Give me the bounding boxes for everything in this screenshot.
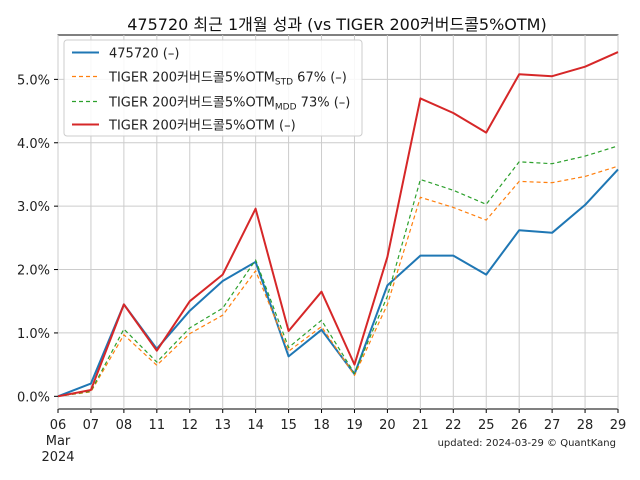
x-tick-label: 12 xyxy=(181,418,198,433)
legend-label-std-sub: STD xyxy=(275,78,293,88)
legend-label-std: TIGER 200커버드콜5%OTMSTD 67% (–) xyxy=(108,71,347,88)
legend-label-tiger: TIGER 200커버드콜5%OTM (–) xyxy=(108,119,296,134)
x-tick-label: 07 xyxy=(83,418,100,433)
x-tick-label: 25 xyxy=(478,418,495,433)
x-tick-label: 11 xyxy=(149,418,166,433)
x-tick-label: 06 xyxy=(50,418,67,433)
x-tick-label: 08 xyxy=(116,418,133,433)
x-tick-label: 18 xyxy=(313,418,330,433)
updated-footer: updated: 2024-03-29 © QuantKang xyxy=(438,438,616,449)
legend-label-475720: 475720 (–) xyxy=(109,47,179,62)
x-tick-label: 22 xyxy=(445,418,462,433)
x-tick-label: 27 xyxy=(544,418,561,433)
x-tick-label: 21 xyxy=(412,418,429,433)
y-tick-label: 2.0% xyxy=(17,264,50,279)
legend-label-std-main: TIGER 200커버드콜5%OTM xyxy=(108,71,275,86)
legend-label-mdd-tail: 73% (–) xyxy=(297,96,351,111)
legend-label-mdd-sub: MDD xyxy=(275,103,297,113)
series-mdd-line xyxy=(57,145,619,397)
x-tick-label: 28 xyxy=(577,418,594,433)
x-tick-label: 15 xyxy=(280,418,297,433)
y-tick-label: 4.0% xyxy=(17,137,50,152)
series-std-line xyxy=(57,165,619,397)
x-tick-label: 14 xyxy=(247,418,264,433)
x-tick-label: 19 xyxy=(346,418,363,433)
y-tick-label: 5.0% xyxy=(17,73,50,88)
legend-label-std-tail: 67% (–) xyxy=(293,71,347,86)
legend-label-mdd-main: TIGER 200커버드콜5%OTM xyxy=(108,96,275,111)
x-axis: 06 07 08 11 12 13 14 15 18 19 20 21 22 25 26 27 28 29 xyxy=(50,409,627,433)
legend: 475720 (–) TIGER 200커버드콜5%OTMSTD 67% (–)… xyxy=(63,39,363,137)
series-lines xyxy=(57,51,619,398)
series-tiger-line xyxy=(57,51,619,398)
x-tick-label: 29 xyxy=(610,418,627,433)
legend-label-mdd: TIGER 200커버드콜5%OTMMDD 73% (–) xyxy=(108,96,350,113)
x-axis-year-label: 2024 xyxy=(41,450,74,465)
y-tick-label: 0.0% xyxy=(17,390,50,405)
chart-title: 475720 최근 1개월 성과 (vs TIGER 200커버드콜5%OTM) xyxy=(127,15,546,34)
legend-box xyxy=(63,39,363,137)
x-tick-label: 26 xyxy=(511,418,528,433)
x-tick-label: 20 xyxy=(379,418,396,433)
y-tick-label: 1.0% xyxy=(17,327,50,342)
y-axis: 0.0% 1.0% 2.0% 3.0% 4.0% 5.0% xyxy=(17,73,58,405)
y-tick-label: 3.0% xyxy=(17,200,50,215)
x-axis-month-label: Mar xyxy=(46,434,71,449)
x-tick-label: 13 xyxy=(214,418,231,433)
